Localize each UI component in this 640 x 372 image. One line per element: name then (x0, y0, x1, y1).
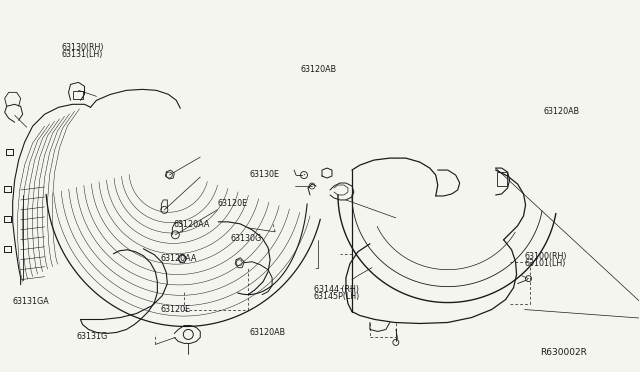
Text: 63131(LH): 63131(LH) (61, 50, 103, 59)
Text: R630002R: R630002R (540, 348, 587, 357)
Text: 63131G: 63131G (76, 331, 108, 341)
Text: 63120AA: 63120AA (173, 221, 209, 230)
Text: 63101(LH): 63101(LH) (524, 259, 566, 268)
Text: 63120AB: 63120AB (543, 108, 580, 116)
Text: 63100(RH): 63100(RH) (524, 252, 567, 261)
Text: 63120AA: 63120AA (161, 254, 196, 263)
Bar (72, 92, 83, 99)
Text: 63131GA: 63131GA (12, 297, 49, 306)
Bar (497, 172, 507, 186)
Text: 63120E: 63120E (218, 199, 248, 208)
Text: 63130G: 63130G (230, 234, 262, 243)
Text: 63120E: 63120E (161, 305, 191, 314)
Text: 63145P(LH): 63145P(LH) (314, 292, 360, 301)
Text: 63144 (RH): 63144 (RH) (314, 285, 358, 294)
Text: 63120AB: 63120AB (250, 328, 286, 337)
Text: 63120AB: 63120AB (301, 65, 337, 74)
Text: 63130E: 63130E (250, 170, 280, 179)
Text: 63130(RH): 63130(RH) (61, 42, 104, 51)
